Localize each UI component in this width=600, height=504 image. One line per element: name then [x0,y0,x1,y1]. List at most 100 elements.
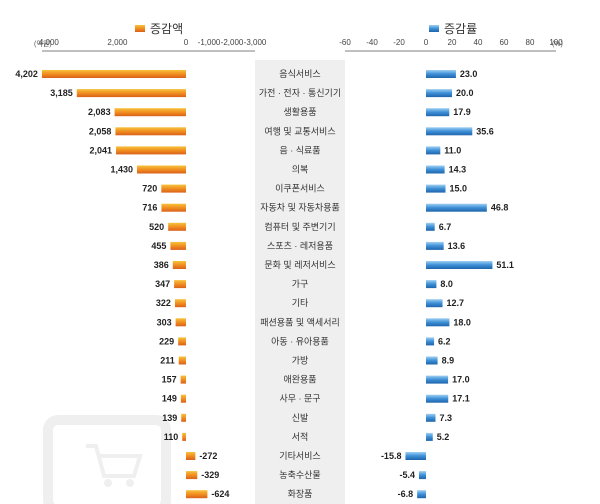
left-tick-label: -3,000 [244,38,267,47]
chart-row: 화장품 -624 -6.8 [186,489,426,499]
rate-value-label: 17.1 [452,394,470,404]
amount-bar [182,432,186,441]
category-label: 가방 [292,356,309,366]
amount-bar [172,261,186,269]
background-cart-illustration [43,415,171,504]
amount-bar [161,184,186,193]
chart-row: 가구 347 8.0 [155,279,453,289]
rate-value-label: 5.2 [437,432,450,442]
legend-amount-label: 증감액 [150,22,183,36]
right-axis-ticks: -60 -40 -20 0 20 40 60 80 100 [339,38,563,47]
amount-bar [76,89,186,98]
amount-bar [174,280,186,289]
amount-bar [161,203,186,212]
right-tick-label: 40 [474,38,483,47]
chart-row: 스포츠 · 레저용품 455 13.6 [151,241,465,251]
rate-bar [426,413,436,422]
category-label: 신발 [292,413,309,423]
category-label: 농축수산물 [279,470,320,480]
rate-value-label: 18.0 [453,317,471,327]
rate-value-label: 11.0 [444,145,461,155]
amount-bar [178,337,186,346]
rate-value-label: -5.4 [399,470,415,480]
chart-row: 가전 · 전자 · 통신기기 3,185 20.0 [50,88,473,98]
amount-bar [41,70,186,78]
rate-bar [426,280,437,289]
category-label: 기타 [292,298,309,308]
category-label: 생활용품 [283,106,316,117]
amount-value-label: 4,202 [15,69,38,79]
category-label: 여행 및 교통서비스 [264,125,335,136]
rate-bar [426,89,452,98]
amount-bar [175,318,186,327]
right-tick-label: -20 [393,38,405,47]
rate-value-label: 46.8 [491,203,509,213]
amount-value-label: 386 [154,260,169,270]
right-tick-label: 20 [448,38,457,47]
amount-value-label: 322 [156,298,171,308]
rate-bar [426,127,473,136]
left-tick-label: 2,000 [107,38,128,47]
category-label: 애완용품 [283,375,316,385]
chart-row: 자동차 및 자동차용품 716 46.8 [142,202,508,213]
rate-bar [426,70,456,78]
amount-value-label: 2,041 [89,145,112,155]
left-tick-label: 4,000 [39,38,60,47]
chart-row: 아동 · 유아용품 229 6.2 [159,336,450,346]
rate-bar [426,318,450,327]
rate-value-label: 14.3 [449,165,467,175]
rate-bar [426,432,433,441]
chart-row: 문화 및 레저서비스 386 51.1 [154,259,514,270]
amount-value-label: 149 [162,394,177,404]
rate-bar [426,184,446,193]
rate-value-label: 12.7 [447,298,465,308]
category-label: 자동차 및 자동차용품 [260,202,340,213]
rate-bar [426,375,449,384]
chart-row: 애완용품 157 17.0 [162,375,470,385]
category-label: 문화 및 레저서비스 [264,259,335,270]
amount-value-label: 455 [151,241,166,251]
rate-value-label: -15.8 [381,451,402,461]
rate-value-label: 23.0 [460,69,478,79]
rate-bar [418,471,426,480]
rate-value-label: 6.2 [438,336,451,346]
left-tick-label: -1,000 [198,38,221,47]
chart-row: 농축수산물 -329 -5.4 [186,470,426,480]
rate-bar [426,394,449,403]
amount-value-label: -624 [211,489,229,499]
amount-value-label: 211 [160,356,175,366]
amount-bar [180,394,186,403]
chart-row: 기타 322 12.7 [156,298,464,308]
category-label: 기타서비스 [279,451,320,461]
chart-row: 여행 및 교통서비스 2,058 35.6 [89,125,494,136]
left-tick-label: 0 [184,38,189,47]
legend-rate-swatch [429,25,439,32]
category-label: 가전 · 전자 · 통신기기 [259,88,341,98]
rate-bar [426,222,435,231]
left-axis-unit: (억원) [34,39,52,48]
chart-row: 음 · 식료품 2,041 11.0 [89,145,461,155]
amount-bar [174,299,186,308]
amount-value-label: 347 [155,279,170,289]
legend-amount-swatch [135,25,145,32]
category-label: 패션용품 및 액세서리 [260,316,340,327]
chart-row: 가방 211 8.9 [160,356,454,366]
right-tick-label: 60 [500,38,509,47]
amount-value-label: 2,058 [89,126,112,136]
amount-value-label: 716 [142,203,157,213]
legend-rate: 증감률 [429,22,477,36]
right-tick-label: 100 [549,38,563,47]
rate-bar [426,299,443,308]
chart-row: 컴퓨터 및 주변기기 520 6.7 [149,221,451,232]
rate-value-label: 17.9 [453,107,471,117]
category-label: 아동 · 유아용품 [271,336,329,346]
amount-value-label: 2,083 [88,107,111,117]
right-tick-label: 80 [526,38,535,47]
amount-bar [136,165,186,174]
rate-value-label: 51.1 [496,260,514,270]
legend-amount: 증감액 [135,22,183,36]
category-label: 화장품 [288,489,313,499]
chart-row: 사무 · 문구 149 17.1 [162,394,470,404]
chart-row: 기타서비스 -272 -15.8 [186,451,426,461]
